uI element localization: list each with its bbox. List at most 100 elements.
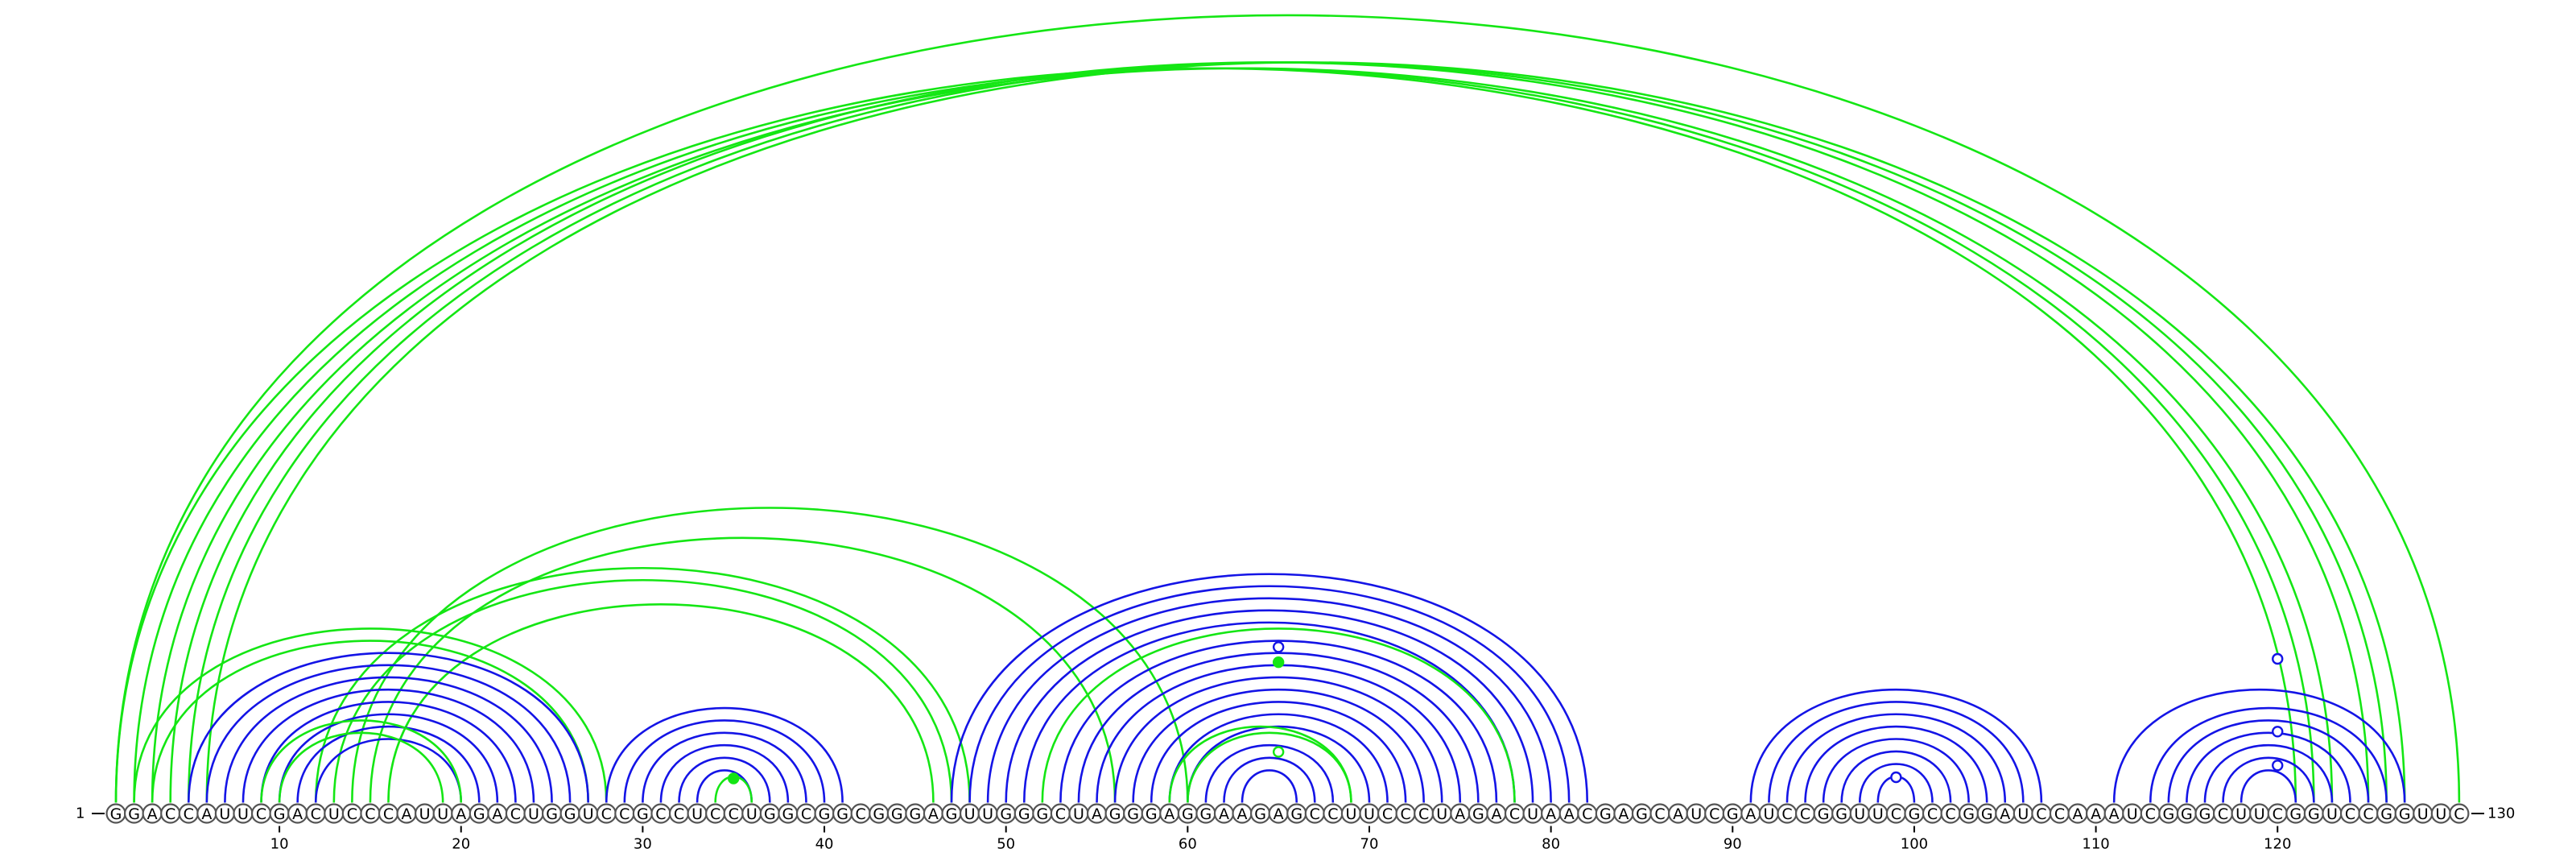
arc-blue-6-26: [205, 664, 572, 803]
nucleotide-letter: C: [311, 805, 321, 823]
nucleotide-23: C: [505, 803, 526, 824]
arc-green-14-60: [351, 507, 1189, 803]
nucleotide-130: C: [2449, 803, 2470, 824]
nucleotide-letter: G: [128, 805, 140, 823]
nucleotide-114: G: [2158, 803, 2179, 824]
nucleotide-letter: G: [909, 805, 921, 823]
nucleotide-113: C: [2140, 803, 2161, 824]
nucleotide-letter: U: [1345, 805, 1356, 823]
nucleotide-letter: C: [1800, 805, 1810, 823]
arc-blue-58-72: [1150, 701, 1407, 803]
nucleotide-letter: G: [473, 805, 485, 823]
arc-green-5-126: [187, 61, 2388, 803]
tick-label-70: 70: [1360, 836, 1379, 853]
nucleotide-15: C: [360, 803, 381, 824]
nucleotide-letter: A: [1092, 805, 1102, 823]
nucleotide-74: U: [1431, 803, 1452, 824]
nucleotide-letter: U: [1073, 805, 1084, 823]
nucleotide-117: C: [2212, 803, 2234, 824]
nucleotide-37: G: [759, 803, 780, 824]
nucleotide-letter: U: [1690, 805, 1702, 823]
nucleotide-104: G: [1976, 803, 1997, 824]
nucleotide-99: C: [1885, 803, 1906, 824]
nucleotide-letter: A: [1673, 805, 1683, 823]
nucleotide-20: A: [451, 803, 472, 824]
arc-blue-10-22: [278, 713, 499, 803]
nucleotide-119: U: [2249, 803, 2270, 824]
tick-label-100: 100: [1901, 836, 1928, 853]
nucleotide-letter: U: [1872, 805, 1884, 823]
nucleotide-letter: U: [1364, 805, 1375, 823]
nucleotide-17: A: [396, 803, 417, 824]
nucleotide-94: C: [1794, 803, 1816, 824]
nucleotide-76: G: [1468, 803, 1488, 824]
nucleotide-16: C: [378, 803, 399, 824]
nucleotide-57: G: [1123, 803, 1144, 824]
nucleotide-7: U: [214, 803, 235, 824]
arc-blue-91-107: [1749, 688, 2043, 803]
arc-green-6-127: [205, 61, 2406, 803]
nucleotide-letter: G: [1963, 805, 1975, 823]
nucleotide-59: A: [1159, 803, 1180, 824]
nucleotide-105: A: [1995, 803, 2016, 824]
nucleotide-letter: C: [674, 805, 684, 823]
arc-blue-28-41: [605, 706, 844, 803]
nucleotide-38: G: [778, 803, 799, 824]
arc-marker-2: [1272, 656, 1285, 669]
arc-marker-7: [2272, 726, 2284, 738]
nucleotide-87: A: [1667, 803, 1689, 824]
nucleotide-letter: G: [1909, 805, 1921, 823]
tick-label-20: 20: [452, 836, 470, 853]
nucleotide-121: G: [2285, 803, 2306, 824]
nucleotide-letter: U: [219, 805, 230, 823]
nucleotide-letter: A: [1455, 805, 1465, 823]
arc-blue-62-67: [1223, 756, 1316, 803]
nucleotide-letter: G: [2399, 805, 2411, 823]
nucleotide-43: G: [869, 803, 890, 824]
nucleotide-letter: C: [1400, 805, 1410, 823]
nucleotide-letter: C: [383, 805, 394, 823]
nucleotide-letter: G: [1036, 805, 1048, 823]
nucleotide-letter: A: [2109, 805, 2120, 823]
nucleotide-letter: A: [292, 805, 303, 823]
nucleotide-32: C: [668, 803, 690, 824]
nucleotide-letter: G: [873, 805, 885, 823]
nucleotide-letter: G: [2380, 805, 2392, 823]
nucleotide-21: G: [469, 803, 489, 824]
nucleotide-46: A: [923, 803, 944, 824]
nucleotide-letter: G: [1472, 805, 1484, 823]
nucleotide-9: C: [250, 803, 272, 824]
nucleotide-letter: G: [782, 805, 795, 823]
arc-green-3-123: [151, 67, 2334, 803]
nucleotide-45: G: [905, 803, 926, 824]
nucleotide-60: G: [1177, 803, 1198, 824]
nucleotide-116: G: [2194, 803, 2215, 824]
tick-label-60: 60: [1179, 836, 1197, 853]
arc-green-2-122: [133, 67, 2315, 803]
arc-blue-117-122: [2222, 756, 2315, 803]
nucleotide-letter: U: [237, 805, 249, 823]
arc-green-10-19: [278, 731, 444, 803]
nucleotide-letter: C: [1654, 805, 1665, 823]
nucleotide-126: G: [2376, 803, 2397, 824]
nucleotide-letter: U: [1527, 805, 1538, 823]
arc-blue-97-101: [1858, 763, 1934, 803]
nucleotide-letter: U: [2235, 805, 2247, 823]
arc-blue-92-106: [1768, 701, 2025, 803]
nucleotide-letter: U: [2127, 805, 2138, 823]
arc-blue-12-20: [314, 738, 463, 803]
nucleotide-letter: A: [1546, 805, 1556, 823]
nucleotide-42: C: [850, 803, 871, 824]
nucleotide-letter: G: [2181, 805, 2193, 823]
nucleotide-31: C: [650, 803, 671, 824]
nucleotide-letter: A: [1618, 805, 1629, 823]
nucleotide-letter: U: [2326, 805, 2338, 823]
tick-label-110: 110: [2082, 836, 2109, 853]
nucleotide-letter: G: [836, 805, 848, 823]
nucleotide-letter: U: [437, 805, 448, 823]
base-pair-arcs: [114, 14, 2461, 803]
nucleotide-letter: C: [1310, 805, 1320, 823]
tick-label-120: 120: [2264, 836, 2291, 853]
arc-blue-95-103: [1822, 738, 1970, 803]
nucleotide-127: G: [2394, 803, 2415, 824]
